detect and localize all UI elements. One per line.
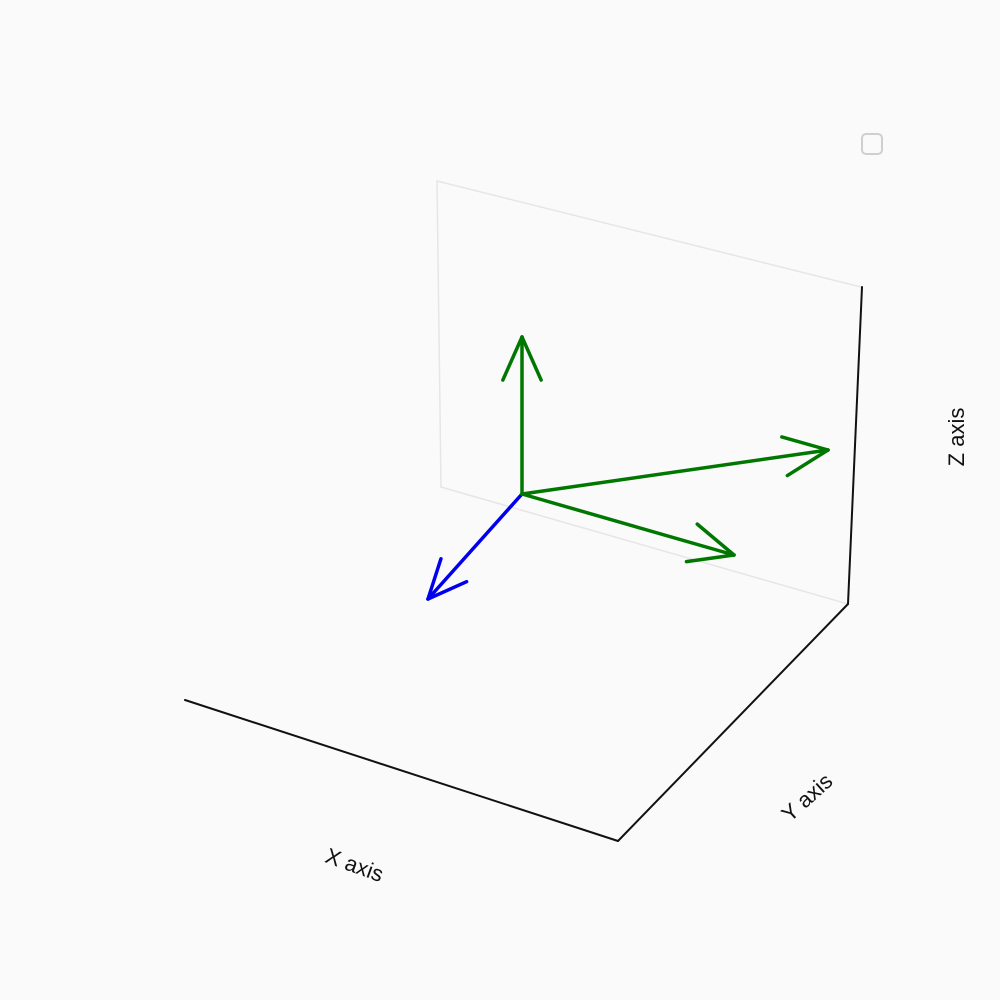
vector-head-barb (695, 522, 736, 557)
y-axis-label: Y axis (777, 768, 838, 826)
vector-arrow-2 (520, 492, 736, 564)
legend-box (861, 133, 883, 155)
back-pane-top-edge (436, 180, 862, 288)
vector-head-barb (785, 448, 830, 478)
vector-shaft (520, 492, 736, 557)
vector-layer (426, 335, 830, 601)
z-axis-line (847, 286, 863, 605)
vector-head-barb (426, 557, 443, 601)
pane-layer (436, 180, 862, 605)
back-pane-left-edge (436, 180, 442, 488)
back-pane-bottom-edge (440, 486, 849, 605)
vector-head-barb (780, 435, 830, 452)
vector-head-barb (501, 335, 524, 382)
vector-shaft (426, 492, 524, 601)
vector-arrow-3 (501, 335, 543, 496)
x-axis-line (184, 699, 619, 842)
vector-head-barb (520, 335, 543, 382)
vector-head-barb (426, 579, 469, 601)
vector-head-barb (684, 553, 736, 564)
x-axis-label: X axis (322, 843, 387, 887)
y-axis-line (617, 603, 849, 842)
axis-layer (184, 286, 863, 842)
vector-arrow-4 (520, 435, 830, 496)
z-axis-label: Z axis (944, 408, 969, 467)
vector-arrow-1 (426, 492, 524, 601)
vector-shaft (520, 448, 830, 496)
